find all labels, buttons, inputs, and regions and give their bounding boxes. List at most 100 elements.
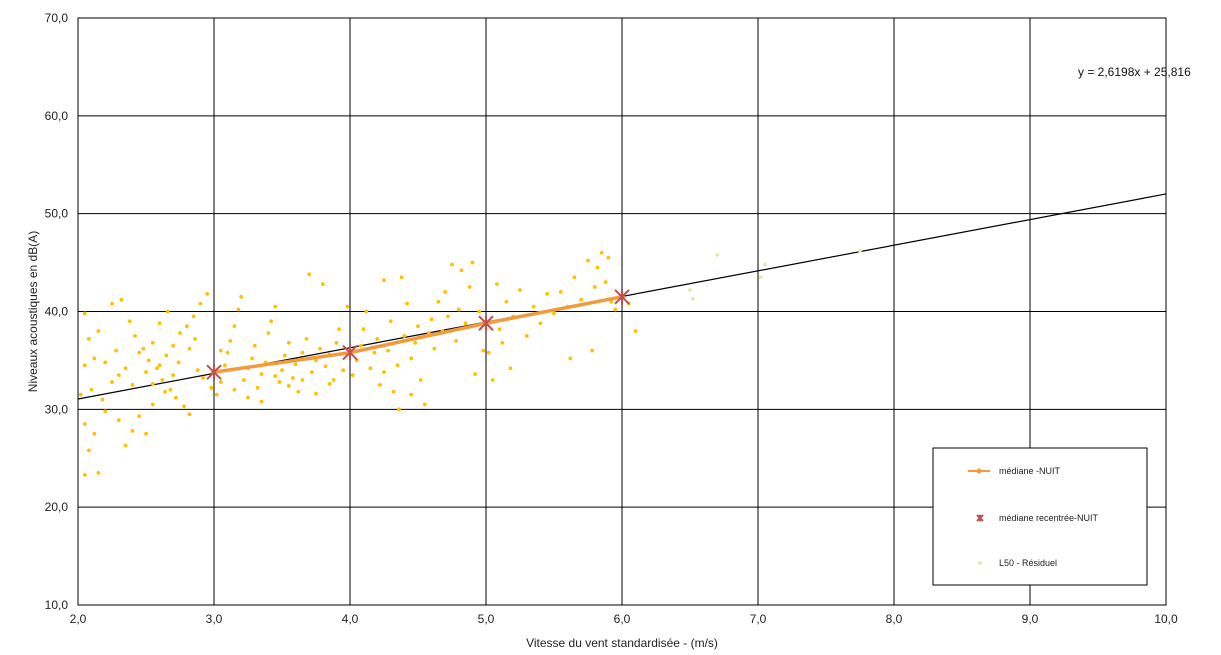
scatter-point [163, 389, 167, 394]
scatter-point [82, 422, 87, 426]
scatter-point [277, 380, 282, 384]
scatter-point [144, 431, 148, 436]
x-tick-label: 6,0 [614, 612, 631, 626]
scatter-point [450, 262, 454, 267]
scatter-point [397, 407, 401, 412]
scatter-point [286, 383, 291, 388]
scatter-point [443, 290, 448, 294]
scatter-point [100, 397, 105, 402]
scatter-point [273, 374, 278, 378]
scatter-point [633, 329, 638, 333]
scatter-point [595, 265, 600, 270]
scatter-point [193, 336, 197, 341]
scatter-point [255, 385, 260, 390]
scatter-point [171, 373, 176, 377]
scatter-point [198, 301, 203, 306]
scatter-point [345, 304, 350, 309]
trendline-equation: y = 2,6198x + 25,816 [1078, 65, 1191, 79]
scatter-point [123, 366, 128, 371]
x-tick-label: 4,0 [342, 612, 359, 626]
legend-swatch-l50 [978, 561, 982, 565]
scatter-point [688, 288, 692, 292]
scatter-point [269, 319, 274, 324]
scatter-point [110, 380, 114, 384]
scatter-point [545, 291, 550, 296]
scatter-point [386, 348, 390, 353]
scatter-point [103, 360, 108, 365]
scatter-point [409, 392, 414, 397]
scatter-point [157, 321, 162, 326]
scatter-point [205, 291, 210, 296]
median-recentree-point [342, 344, 358, 361]
legend-item-median-recentree: médiane recentrée-NUIT [976, 513, 1099, 523]
scatter-point [110, 301, 114, 306]
scatter-point [416, 324, 420, 329]
scatter-point [236, 307, 241, 312]
x-tick-label: 8,0 [886, 612, 903, 626]
scatter-point [350, 373, 355, 377]
x-tick-label: 7,0 [750, 612, 767, 626]
scatter-point [490, 378, 495, 382]
scatter-point [232, 387, 237, 392]
scatter-point [572, 275, 577, 280]
scatter-point [137, 350, 142, 355]
scatter-point [418, 378, 423, 382]
scatter-point [191, 314, 196, 319]
median-line [213, 295, 623, 374]
scatter-point [508, 366, 513, 371]
scatter-point [307, 272, 312, 277]
scatter-point [456, 307, 461, 312]
scatter-point [171, 343, 176, 348]
scatter-point [310, 370, 314, 375]
scatter-point [762, 262, 767, 267]
scatter-point [334, 340, 339, 345]
scatter-point [252, 343, 257, 348]
x-tick-label: 3,0 [206, 612, 223, 626]
scatter-point [259, 399, 264, 404]
scatter-point [286, 340, 291, 345]
scatter-point [116, 418, 121, 422]
scatter-point [137, 414, 142, 419]
scatter-point [176, 360, 181, 365]
scatter-point [405, 301, 410, 306]
scatter-point [603, 280, 608, 285]
scatter-point [364, 309, 369, 314]
scatter-point [497, 327, 502, 332]
scatter-series [78, 248, 862, 477]
x-axis-title: Vitesse du vent standardisée - (m/s) [526, 636, 718, 650]
scatter-point [500, 340, 505, 345]
scatter-point [382, 278, 386, 283]
scatter-point [470, 260, 475, 265]
scatter-point [552, 311, 556, 316]
scatter-point [86, 336, 91, 341]
scatter-point [436, 299, 441, 304]
scatter-point [239, 294, 244, 299]
scatter-point [368, 366, 373, 371]
scatter-point [218, 380, 223, 384]
scatter-point [858, 248, 862, 253]
y-tick-label: 60,0 [45, 109, 69, 123]
scatter-point [402, 334, 407, 338]
scatter-point [579, 297, 584, 302]
scatter-point [446, 314, 450, 319]
scatter-point [486, 350, 491, 355]
y-tick-label: 10,0 [45, 598, 69, 612]
legend-swatch-median-recentree [976, 514, 984, 522]
scatter-point [157, 363, 162, 368]
scatter-point [690, 296, 695, 301]
y-tick-label: 70,0 [45, 11, 69, 25]
scatter-point [432, 346, 437, 351]
scatter-point [473, 372, 478, 377]
scatter-point [409, 356, 414, 361]
legend-item-l50: L50 - Résiduel [978, 558, 1057, 568]
scatter-point [123, 443, 128, 448]
x-tick-label: 9,0 [1022, 612, 1039, 626]
scatter-point [454, 338, 458, 343]
scatter-point [133, 334, 138, 338]
scatter-point [382, 370, 386, 375]
scatter-point [518, 288, 522, 292]
scatter-point [273, 304, 278, 309]
scatter-point [209, 385, 214, 390]
scatter-point [225, 350, 230, 355]
